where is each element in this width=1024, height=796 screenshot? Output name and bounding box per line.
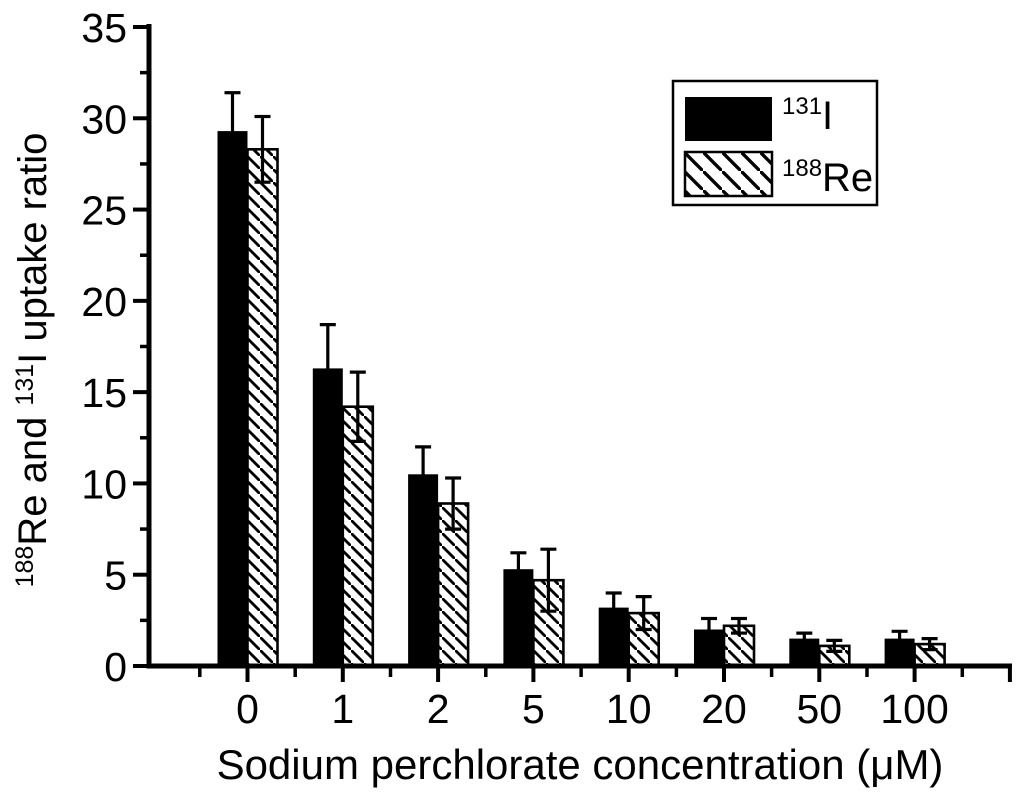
legend-swatch-188Re bbox=[683, 150, 774, 198]
error-bar-131I-0 bbox=[224, 91, 241, 171]
bar-188Re-0 bbox=[246, 148, 279, 668]
legend-label-131I: 131I bbox=[782, 93, 833, 138]
bar-group-0 bbox=[217, 91, 279, 668]
bar-group-5 bbox=[503, 547, 565, 668]
error-bar-188Re-1 bbox=[349, 370, 366, 443]
error-bar-131I-5 bbox=[510, 551, 527, 588]
legend-swatch-131I bbox=[685, 97, 772, 141]
bar-group-2 bbox=[408, 445, 470, 668]
error-bar-188Re-2 bbox=[445, 476, 462, 531]
x-tick-label-50: 50 bbox=[796, 686, 842, 732]
error-bar-188Re-50 bbox=[826, 638, 843, 654]
error-bar-131I-10 bbox=[605, 591, 622, 624]
x-tick-label-0: 0 bbox=[236, 686, 259, 732]
y-tick-label-30: 30 bbox=[81, 96, 127, 142]
bar-188Re-5 bbox=[532, 578, 565, 668]
bar-group-10 bbox=[598, 591, 661, 668]
x-tick-labels: 0 1 2 5 10 20 50 100 bbox=[236, 686, 949, 732]
bar-131I-2 bbox=[408, 474, 439, 666]
y-tick-label-35: 35 bbox=[81, 5, 127, 51]
y-tick-labels: 0 5 10 15 20 25 30 35 bbox=[81, 5, 127, 690]
error-bar-131I-1 bbox=[319, 323, 336, 414]
y-tick-label-0: 0 bbox=[104, 644, 127, 690]
legend: 131I 188Re bbox=[671, 79, 879, 207]
bar-group-100 bbox=[884, 629, 946, 668]
bar-131I-1 bbox=[312, 368, 343, 666]
error-bar-188Re-0 bbox=[254, 114, 271, 184]
error-bar-131I-50 bbox=[796, 631, 813, 646]
bars bbox=[217, 91, 946, 668]
error-bar-188Re-100 bbox=[921, 636, 938, 652]
axes bbox=[133, 24, 1012, 682]
x-tick-label-1: 1 bbox=[331, 686, 354, 732]
x-tick-label-5: 5 bbox=[522, 686, 545, 732]
x-axis-ticks bbox=[198, 666, 1012, 682]
x-tick-label-10: 10 bbox=[606, 686, 652, 732]
y-axis-title: 188Re and 131I uptake ratio bbox=[11, 133, 55, 588]
error-bar-188Re-10 bbox=[635, 594, 652, 632]
error-bar-131I-2 bbox=[415, 445, 432, 504]
error-bar-131I-100 bbox=[891, 629, 908, 648]
y-tick-label-15: 15 bbox=[81, 370, 127, 416]
error-bar-188Re-5 bbox=[540, 547, 557, 613]
bar-131I-0 bbox=[217, 131, 248, 667]
y-axis-ticks bbox=[133, 25, 149, 668]
y-tick-label-10: 10 bbox=[81, 461, 127, 507]
error-bar-131I-20 bbox=[701, 616, 717, 643]
error-bar-188Re-20 bbox=[731, 616, 747, 635]
bar-group-20 bbox=[694, 616, 756, 668]
x-tick-label-2: 2 bbox=[427, 686, 450, 732]
y-tick-label-5: 5 bbox=[104, 553, 127, 599]
x-tick-label-20: 20 bbox=[701, 686, 747, 732]
bar-188Re-1 bbox=[341, 405, 375, 668]
y-tick-label-25: 25 bbox=[81, 188, 127, 234]
x-tick-label-100: 100 bbox=[880, 686, 948, 732]
legend-label-188Re: 188Re bbox=[782, 155, 873, 200]
x-axis-title: Sodium perchlorate concentration (μM) bbox=[217, 741, 944, 788]
bar-group-1 bbox=[312, 323, 375, 668]
y-tick-label-20: 20 bbox=[81, 279, 127, 325]
